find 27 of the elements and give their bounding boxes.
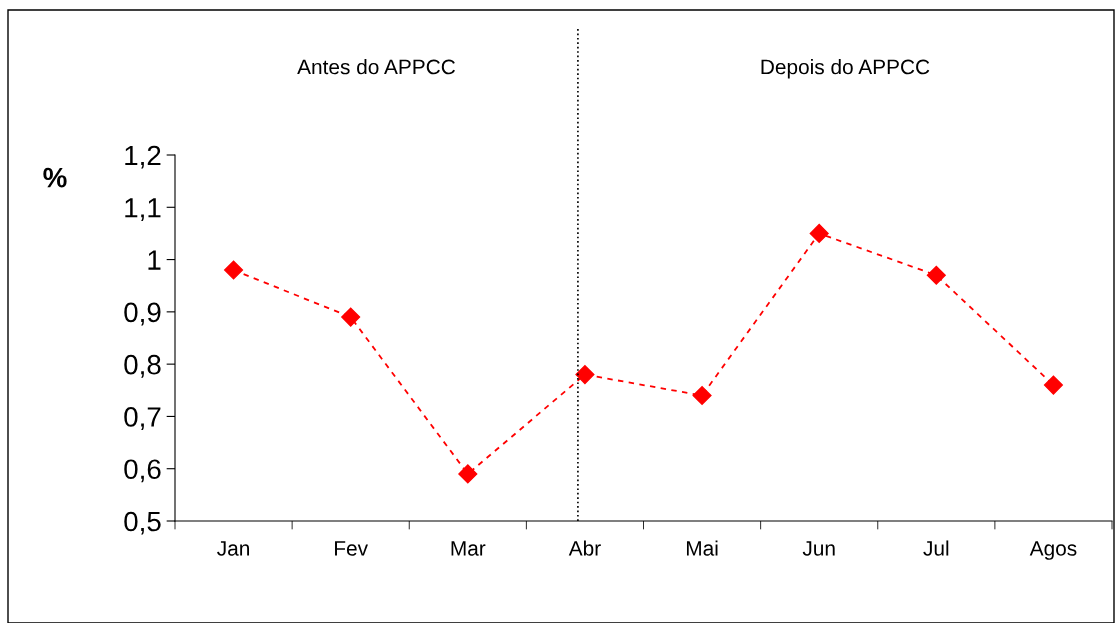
x-tick-label: Mai [686,540,718,556]
point [1043,375,1063,395]
x-tick-label: Mar [451,541,486,556]
y-tick-label: 0,7 [124,407,161,431]
y-tick-label: 0,6 [124,459,161,483]
y-tick-label: 1,1 [125,198,161,221]
point [692,385,712,406]
text: Antes do APPCC [297,59,455,75]
point [809,223,829,243]
x-tick-label: Jul [923,540,949,556]
y-tick-label: 0,8 [124,354,161,378]
x-tick-label: Jun [802,541,835,556]
x-tick-label: Jan [217,541,250,556]
y-tick-label: 1,2 [125,145,161,169]
x-tick-label: Fev [335,541,368,556]
x-tick-label: Agos [1029,541,1077,560]
point [575,365,595,385]
text: Depois do APPCC [761,59,930,79]
y-tick-label: 0,9 [124,302,161,326]
y-tick-label: 0,5 [124,511,161,535]
y-tick-label: 1 [148,250,161,270]
point [224,260,244,280]
point [458,464,478,484]
y-axis-title: % [43,167,67,188]
point [341,307,361,327]
x-tick-label: Abr [568,540,601,556]
point [926,265,946,285]
